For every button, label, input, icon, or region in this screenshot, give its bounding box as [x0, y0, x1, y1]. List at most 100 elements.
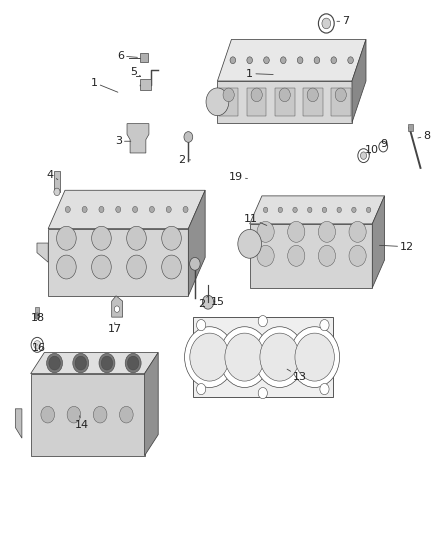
- Circle shape: [67, 406, 81, 423]
- Circle shape: [238, 229, 261, 259]
- Circle shape: [257, 245, 274, 266]
- Circle shape: [278, 207, 283, 213]
- Circle shape: [320, 384, 329, 394]
- Circle shape: [254, 327, 304, 387]
- Circle shape: [116, 206, 121, 213]
- Polygon shape: [372, 196, 385, 288]
- Circle shape: [293, 207, 297, 213]
- Text: 15: 15: [211, 297, 225, 306]
- Bar: [247, 88, 266, 116]
- Polygon shape: [31, 352, 158, 374]
- Circle shape: [258, 316, 267, 327]
- Circle shape: [335, 88, 346, 102]
- Text: 12: 12: [379, 242, 414, 252]
- Circle shape: [92, 227, 111, 250]
- Polygon shape: [250, 196, 385, 224]
- Circle shape: [190, 257, 200, 270]
- Bar: [275, 88, 294, 116]
- Circle shape: [133, 206, 138, 213]
- Circle shape: [320, 320, 329, 330]
- Circle shape: [219, 327, 269, 387]
- Circle shape: [101, 356, 113, 370]
- Text: 2: 2: [178, 155, 191, 165]
- Text: 9: 9: [381, 139, 388, 149]
- Circle shape: [307, 88, 318, 102]
- Circle shape: [260, 333, 299, 381]
- Circle shape: [99, 353, 115, 373]
- Text: 14: 14: [75, 416, 89, 430]
- Circle shape: [258, 387, 267, 399]
- Circle shape: [82, 206, 87, 213]
- Circle shape: [288, 245, 305, 266]
- Bar: [140, 53, 148, 62]
- Circle shape: [331, 57, 336, 63]
- Circle shape: [190, 333, 229, 381]
- Text: 13: 13: [287, 369, 307, 382]
- Circle shape: [35, 313, 40, 319]
- Circle shape: [290, 327, 339, 387]
- Circle shape: [183, 206, 188, 213]
- Text: 8: 8: [418, 131, 431, 141]
- Circle shape: [318, 14, 334, 33]
- Text: 4: 4: [47, 170, 58, 180]
- Text: 1: 1: [246, 69, 273, 78]
- Circle shape: [318, 221, 336, 243]
- Circle shape: [322, 207, 327, 213]
- Circle shape: [127, 227, 146, 250]
- Circle shape: [75, 356, 86, 370]
- Circle shape: [114, 306, 120, 312]
- Circle shape: [337, 207, 341, 213]
- Circle shape: [127, 356, 139, 370]
- Circle shape: [379, 141, 388, 152]
- Circle shape: [279, 88, 290, 102]
- Circle shape: [65, 206, 71, 213]
- Bar: [408, 124, 413, 131]
- Circle shape: [197, 320, 206, 330]
- Polygon shape: [48, 229, 188, 296]
- Circle shape: [223, 88, 234, 102]
- Circle shape: [349, 245, 366, 266]
- Circle shape: [54, 188, 60, 196]
- Circle shape: [31, 337, 43, 352]
- Circle shape: [360, 152, 367, 159]
- Text: 5: 5: [130, 67, 140, 77]
- Circle shape: [162, 227, 181, 250]
- Circle shape: [322, 18, 331, 29]
- Circle shape: [127, 255, 146, 279]
- Text: 1: 1: [91, 78, 118, 92]
- Circle shape: [348, 57, 353, 63]
- Circle shape: [349, 221, 366, 243]
- Text: 6: 6: [117, 51, 138, 61]
- Circle shape: [247, 57, 252, 63]
- Circle shape: [46, 353, 63, 373]
- Text: 17: 17: [108, 322, 122, 334]
- Bar: [140, 79, 151, 90]
- Circle shape: [57, 227, 76, 250]
- Circle shape: [307, 207, 312, 213]
- Text: 19: 19: [229, 172, 247, 182]
- Circle shape: [257, 221, 274, 243]
- Circle shape: [92, 255, 111, 279]
- Polygon shape: [127, 124, 149, 153]
- Circle shape: [184, 327, 234, 387]
- Circle shape: [367, 207, 371, 213]
- Text: 18: 18: [31, 313, 45, 323]
- Circle shape: [206, 88, 229, 116]
- Text: 2: 2: [198, 296, 208, 309]
- Circle shape: [149, 206, 155, 213]
- Polygon shape: [250, 224, 372, 288]
- Text: 7: 7: [337, 17, 350, 26]
- Circle shape: [93, 406, 107, 423]
- Bar: [331, 88, 350, 116]
- Polygon shape: [217, 81, 352, 123]
- Polygon shape: [217, 39, 366, 81]
- Polygon shape: [31, 374, 145, 456]
- Circle shape: [297, 57, 303, 63]
- Circle shape: [295, 333, 334, 381]
- Bar: [303, 88, 322, 116]
- Circle shape: [288, 221, 305, 243]
- Circle shape: [34, 341, 41, 349]
- Circle shape: [358, 149, 369, 163]
- Text: 11: 11: [244, 214, 267, 225]
- Polygon shape: [15, 409, 22, 438]
